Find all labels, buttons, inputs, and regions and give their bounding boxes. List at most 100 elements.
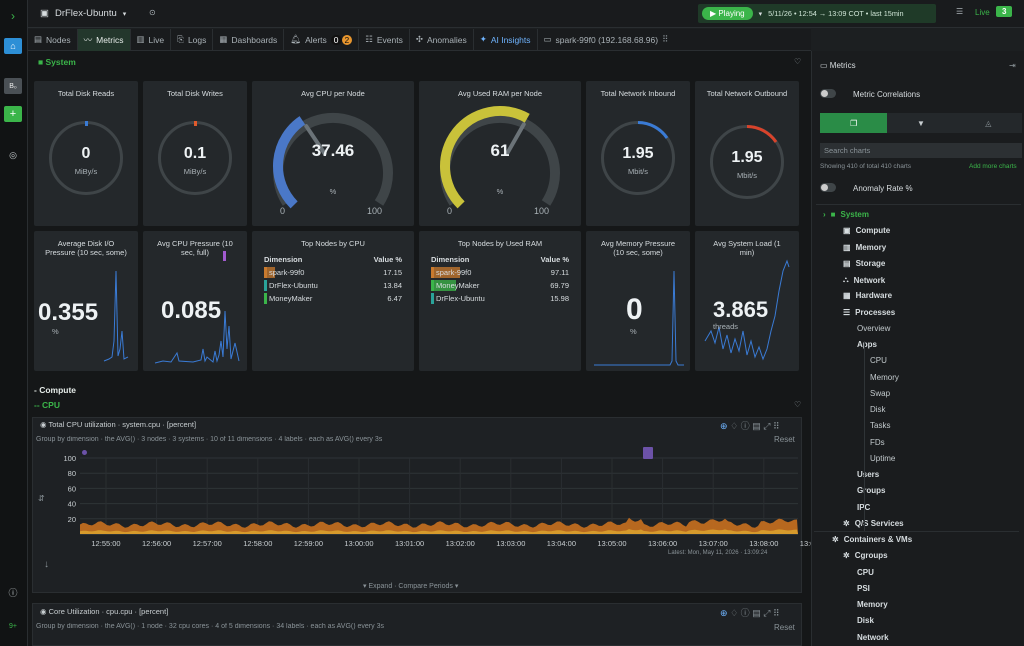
anomaly-highlight [643,447,653,459]
tree-item-3[interactable]: ▤ Storage [843,259,885,268]
tree-label: Disk [870,405,886,414]
tree-item-23[interactable]: PSI [857,584,870,593]
tab-dashboards[interactable]: ▦ Dashboards [213,28,285,51]
alert-icon[interactable]: ♢ [730,608,739,618]
tree-item-14[interactable]: FDs [870,438,885,447]
tab-live[interactable]: ▥ Live [131,28,172,51]
top-cpu-table: Dimension Value % spark-99f0 17.15 DrFlex-U… [264,253,402,305]
tab-ai-insights[interactable]: ✦ AI Insights [474,28,538,51]
tree-item-0[interactable]: › ■ System [823,210,869,219]
fullscreen-icon[interactable]: ⤢ [763,608,771,618]
table-row[interactable]: spark-99f0 17.15 [264,266,402,279]
add-more-charts-link[interactable]: Add more charts [969,163,1017,170]
drag-handle-icon[interactable]: ⠿ [662,34,669,44]
time-range[interactable]: 5/11/26 • 12:54 → 13:09 COT • last 15min [768,9,904,18]
filter-tab[interactable]: ▼ [887,113,954,133]
sparkline-svg [594,270,684,366]
table-row[interactable]: MoneyMaker 69.79 [431,279,569,292]
reset-button[interactable]: Reset [774,623,795,632]
add-room-button[interactable]: + [4,106,22,122]
row-bar: DrFlex-Ubuntu [264,280,318,291]
tree-item-1[interactable]: ▣ Compute [843,226,890,235]
tab-nodes[interactable]: ▤ Nodes [28,28,78,51]
tab-events[interactable]: ☷ Events [359,28,410,51]
tree-item-17[interactable]: Groups [857,486,885,495]
expand-compare-button[interactable]: ▾ Expand · Compare Periods ▾ [363,583,459,590]
tab-logs[interactable]: ⎘ Logs [171,28,214,51]
play-menu-chevron-icon[interactable]: ▾ [758,10,763,18]
tree-item-16[interactable]: Users [857,470,879,479]
alert-icon[interactable]: ♢ [730,421,739,431]
tree-item-25[interactable]: Disk [857,616,874,625]
charts-tab[interactable]: ❐ [820,113,888,133]
chart-title: ◉ Core Utilization · cpu.cpu · [percent] [40,607,169,616]
tree-item-15[interactable]: Uptime [870,454,895,463]
node-settings-icon[interactable]: ⊙ [149,8,156,17]
drag-icon[interactable]: ⠿ [772,421,780,431]
unit: MiBy/s [183,167,207,176]
node-selector[interactable]: ▣ DrFlex-Ubuntu ▾ [40,8,126,19]
pin-icon[interactable]: ♡ [794,57,802,66]
group-by-bar[interactable]: Group by dimension · the AVG() · 3 nodes… [36,436,383,443]
search-charts-input[interactable]: Search charts [820,143,1022,158]
tree-item-7[interactable]: Overview [857,324,890,333]
table-row[interactable]: spark-99f0 97.11 [431,266,569,279]
tree-item-9[interactable]: CPU [870,356,887,365]
layout-icon[interactable]: ▤ [752,608,761,618]
tree-item-26[interactable]: Network [857,633,889,642]
pin-icon[interactable]: ♡ [794,400,802,409]
drag-icon[interactable]: ⠿ [772,608,780,618]
tree-item-4[interactable]: ⛬ Network [843,275,885,285]
axis-swap-icon[interactable]: ⇵ [38,494,45,503]
tree-label: IPC [857,503,870,512]
tab-anomalies[interactable]: ✣ Anomalies [410,28,474,51]
layout-icon[interactable]: ▤ [752,421,761,431]
home-space-icon[interactable]: ⌂ [4,38,22,54]
correlations-toggle[interactable] [820,89,836,98]
tree-item-20[interactable]: ✲ Containers & VMs [832,535,912,544]
divider [814,531,1019,532]
tree-item-24[interactable]: Memory [857,600,888,609]
group-by-bar[interactable]: Group by dimension · the AVG() · 1 node … [36,623,384,630]
tree-item-10[interactable]: Memory [870,373,899,382]
tree-item-5[interactable]: ▦ Hardware [843,291,892,300]
tree-item-6[interactable]: ☰ Processes [843,308,895,317]
tree-item-22[interactable]: CPU [857,568,874,577]
room-avatar[interactable]: B₀ [4,78,22,94]
table-row[interactable]: MoneyMaker 6.47 [264,292,402,305]
tree-item-12[interactable]: Disk [870,405,886,414]
table-row[interactable]: DrFlex-Ubuntu 15.98 [431,292,569,305]
settings-gear-icon[interactable]: ◎ [9,149,17,160]
row-name: DrFlex-Ubuntu [436,294,485,303]
ai-icon[interactable]: ⊕ [720,608,728,618]
tree-item-8[interactable]: Apps [857,340,877,349]
tree-item-13[interactable]: Tasks [870,421,890,430]
reset-button[interactable]: Reset [774,435,795,444]
tree-item-19[interactable]: ✲ Q/S Services [843,519,904,528]
logs-icon: ⎘ [177,34,184,44]
info-icon[interactable]: ⓘ [740,608,750,618]
fullscreen-icon[interactable]: ⤢ [763,421,771,431]
help-icon[interactable]: ⓘ [8,587,18,598]
play-button[interactable]: ▶ Playing [702,7,753,20]
anomaly-toggle[interactable] [820,183,836,192]
notifications-badge[interactable]: 9+ [9,622,17,630]
live-count-badge[interactable]: 3 [996,6,1013,17]
collapse-panel-icon[interactable]: ⇥ [1009,61,1016,70]
tab-node-spark[interactable]: ▭ spark-99f0 (192.168.68.96) ⠿ [543,34,669,45]
info-icon[interactable]: ⓘ [740,421,750,431]
tree-item-11[interactable]: Swap [870,389,890,398]
tree-item-18[interactable]: IPC [857,503,870,512]
table-row[interactable]: DrFlex-Ubuntu 13.84 [264,279,402,292]
scroll-down-icon[interactable]: ↓ [44,559,49,570]
alerts-tab[interactable]: ◬ [955,113,1022,133]
tab-metrics[interactable]: 〰 Metrics [77,28,131,51]
tree-item-21[interactable]: ✲ Cgroups [843,551,888,560]
expand-chevron-icon[interactable]: › [11,9,15,23]
chart-toolbar: ⊕ ♢ ⓘ ▤ ⤢ ⠿ [720,606,780,619]
network-icon: ⛬ [843,275,849,284]
ai-icon[interactable]: ⊕ [720,421,728,431]
value: 0.355 [38,299,99,326]
tree-item-2[interactable]: ▥ Memory [843,243,886,252]
